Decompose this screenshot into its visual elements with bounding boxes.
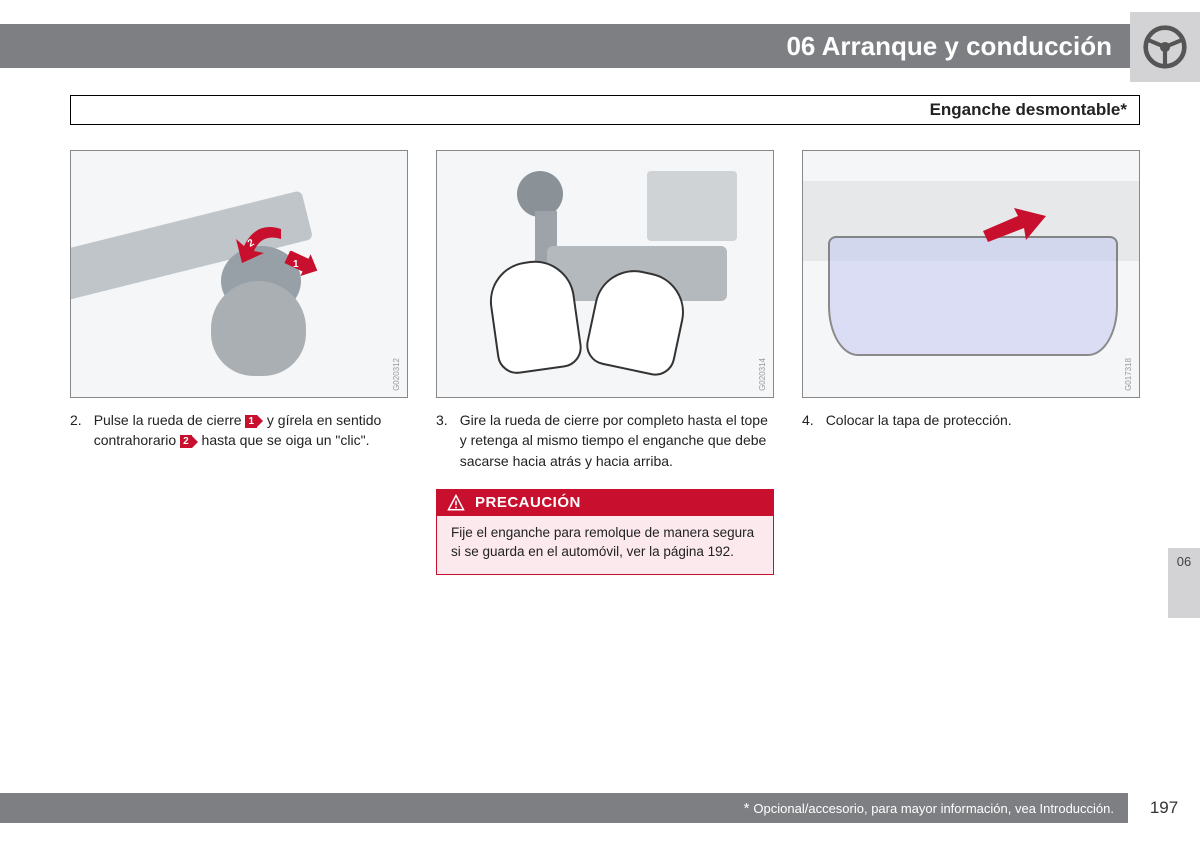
step-text: Pulse la rueda de cierre 1 y gírela en s… (94, 410, 408, 451)
page-number: 197 (1128, 793, 1200, 823)
warning-triangle-icon (447, 494, 465, 512)
figure-3: G017318 (802, 150, 1140, 398)
caution-label: PRECAUCIÓN (475, 494, 581, 511)
figure-2: G020314 (436, 150, 774, 398)
column-2: G020314 3. Gire la rueda de cierre por c… (436, 150, 774, 575)
section-title-box: Enganche desmontable* (70, 95, 1140, 125)
push-arrow-icon: 1 (281, 251, 321, 291)
step-number: 2. (70, 410, 82, 451)
step-3: 3. Gire la rueda de cierre por completo … (436, 410, 774, 471)
chapter-title: 06 Arranque y conducción (786, 31, 1112, 62)
figure-1: 2 1 G020312 (70, 150, 408, 398)
svg-text:1: 1 (293, 259, 299, 270)
chapter-icon-box (1130, 12, 1200, 82)
marker-1-icon: 1 (245, 415, 263, 428)
caution-body: Fije el enganche para remolque de manera… (437, 516, 773, 574)
step-text: Colocar la tapa de protección. (826, 410, 1012, 430)
figure-code: G017318 (1124, 358, 1133, 391)
step-number: 4. (802, 410, 814, 430)
chapter-thumb-tab: 06 (1168, 548, 1200, 618)
marker-2-icon: 2 (180, 435, 198, 448)
content-columns: 2 1 G020312 2. Pulse la rueda de cierre … (70, 150, 1140, 575)
step-text: Gire la rueda de cierre por completo has… (460, 410, 774, 471)
step-2: 2. Pulse la rueda de cierre 1 y gírela e… (70, 410, 408, 451)
caution-box: PRECAUCIÓN Fije el enganche para remolqu… (436, 489, 774, 575)
steering-wheel-icon (1142, 24, 1188, 70)
column-1: 2 1 G020312 2. Pulse la rueda de cierre … (70, 150, 408, 575)
footer-note: Opcional/accesorio, para mayor informaci… (753, 801, 1114, 816)
footer-bar: * Opcional/accesorio, para mayor informa… (0, 793, 1128, 823)
caution-header: PRECAUCIÓN (437, 490, 773, 516)
step-4: 4. Colocar la tapa de protección. (802, 410, 1140, 430)
direction-arrow-icon (978, 206, 1048, 251)
footnote-star-icon: * (744, 800, 750, 817)
chapter-header: 06 Arranque y conducción (0, 24, 1130, 68)
figure-code: G020314 (758, 358, 767, 391)
column-3: G017318 4. Colocar la tapa de protección… (802, 150, 1140, 575)
figure-code: G020312 (392, 358, 401, 391)
section-title: Enganche desmontable* (930, 100, 1127, 120)
step-number: 3. (436, 410, 448, 471)
